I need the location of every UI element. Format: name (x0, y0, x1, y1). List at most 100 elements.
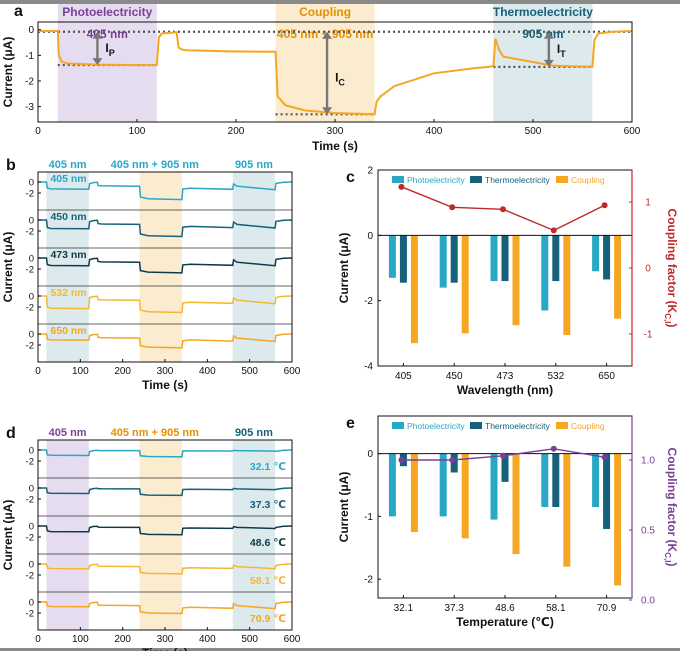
band-label-a-2: 905 nm (522, 27, 563, 41)
arrow-ip-head-bottom (92, 58, 103, 66)
label-ip-sub: P (109, 48, 115, 58)
bar-e-1-1 (450, 453, 458, 473)
xticklabel-a-6: 600 (624, 126, 641, 137)
ytick2-d-3: -2 (26, 571, 34, 582)
ratio-point-e-3 (550, 445, 557, 452)
xlabel-b: Time (s) (142, 378, 188, 392)
label-it-sub: T (560, 49, 566, 59)
bar-e-1-4 (603, 453, 611, 529)
bar-e-2-3 (563, 453, 571, 567)
trace-d-0 (38, 449, 293, 458)
bar-e-1-3 (552, 453, 560, 507)
ytick0-b-1: 0 (29, 216, 34, 227)
ratio-point-c-4 (601, 202, 608, 209)
xticklabel-e-4: 70.9 (597, 603, 617, 614)
legend-label-e-2: Coupling (571, 421, 605, 431)
bar-e-0-4 (592, 453, 600, 507)
legend-label-c-1: Thermoelectricity (485, 175, 550, 185)
label-it-main: I (557, 42, 560, 56)
trace-b-2 (38, 257, 293, 274)
y2ticklabel-c-2: -1 (644, 330, 653, 341)
series-label-d-2: 48.6 ℃ (250, 537, 286, 549)
bar-c-2-2 (512, 235, 520, 326)
ytick2-b-4: -2 (26, 341, 34, 352)
legend-swatch-e-1 (470, 422, 482, 429)
legend-label-c-0: Photoelectricity (407, 175, 465, 185)
ylabel2-main-e: Coupling factor (K (665, 448, 679, 553)
xticklabel-a-4: 400 (426, 126, 443, 137)
label-ip-main: I (105, 41, 108, 55)
yticklabel-a-1: -1 (25, 51, 34, 62)
band-label-a-1: 405 nm + 905 nm (277, 27, 373, 41)
bar-c-0-4 (592, 235, 600, 272)
band-b-1 (139, 172, 182, 362)
xticklabel-b-5: 500 (241, 366, 258, 377)
ylabel2-sub-c: C,I (663, 313, 672, 323)
ylabel-a: Current (μA) (1, 37, 15, 108)
xlabel-c: Wavelength (nm) (457, 383, 553, 397)
current-trace-a (38, 30, 633, 116)
ytick0-d-4: 0 (29, 598, 34, 609)
band-a-title-bg-2 (493, 4, 593, 22)
ratio-point-c-1 (449, 204, 456, 211)
series-label-d-0: 32.1 ℃ (250, 461, 286, 473)
band-label-d-2: 905 nm (235, 427, 273, 439)
band-a-title-bg-0 (57, 4, 157, 22)
ratio-point-e-0 (398, 457, 405, 463)
band-label-a-0: 405 nm (87, 27, 128, 41)
xticklabel-e-2: 48.6 (495, 603, 515, 614)
bar-e-1-2 (501, 453, 509, 482)
ylabel-d: Current (μA) (1, 500, 15, 571)
yticklabel-e-0: 0 (367, 449, 373, 460)
ylabel2-end-c: ) (665, 323, 679, 327)
ylabel-e: Current (μA) (337, 472, 351, 543)
band-a-title-bg-1 (275, 4, 375, 22)
yticklabel-c-1: 0 (367, 231, 373, 242)
xticklabel-b-1: 100 (72, 366, 89, 377)
band-title-a-0: Photoelectricity (62, 5, 152, 19)
trace-d-3 (38, 563, 293, 575)
xticklabel-a-1: 100 (129, 126, 146, 137)
bar-e-0-2 (490, 453, 498, 520)
bar-c-2-3 (563, 235, 571, 335)
xticklabel-d-5: 500 (241, 634, 258, 645)
xticklabel-d-6: 600 (284, 634, 301, 645)
series-label-b-4: 650 nm (50, 325, 86, 337)
trace-d-1 (38, 487, 293, 497)
band-b-0 (46, 172, 89, 362)
y2ticklabel-e-1: 0.5 (641, 526, 655, 537)
ytick0-d-0: 0 (29, 446, 34, 457)
ytick0-b-3: 0 (29, 292, 34, 303)
ytick2-b-3: -2 (26, 303, 34, 314)
band-title-a-1: Coupling (299, 5, 351, 19)
legend-swatch-c-1 (470, 176, 482, 183)
legend-label-e-0: Photoelectricity (407, 421, 465, 431)
y2ticklabel-e-2: 0.0 (641, 596, 655, 607)
bar-c-0-3 (541, 235, 549, 311)
xticklabel-a-5: 500 (525, 126, 542, 137)
xlabel-d: Time (s) (142, 646, 188, 651)
trace-b-3 (38, 295, 293, 314)
legend-swatch-e-0 (392, 422, 404, 429)
ytick0-d-3: 0 (29, 560, 34, 571)
ytick0-d-2: 0 (29, 522, 34, 533)
ylabel2-end-e: ) (665, 562, 679, 566)
xticklabel-e-3: 58.1 (546, 603, 566, 614)
trace-b-4 (38, 333, 293, 349)
xticklabel-e-0: 32.1 (394, 603, 414, 614)
bottom-rule (0, 648, 680, 651)
arrow-ic-head-bottom (322, 107, 333, 115)
bar-c-2-1 (461, 235, 469, 334)
ylabel2-e: Coupling factor (KC,I) (663, 448, 679, 567)
ytick0-b-2: 0 (29, 254, 34, 265)
yticklabel-a-3: -3 (25, 102, 34, 113)
panel-label-c: c (346, 169, 355, 186)
series-label-b-2: 473 nm (50, 249, 86, 261)
bar-e-0-3 (541, 453, 549, 507)
ytick2-b-0: -2 (26, 189, 34, 200)
yticklabel-c-0: 2 (367, 166, 373, 177)
xticklabel-d-3: 300 (157, 634, 174, 645)
yticklabel-a-2: -2 (25, 76, 34, 87)
ratio-point-e-1 (449, 457, 456, 463)
